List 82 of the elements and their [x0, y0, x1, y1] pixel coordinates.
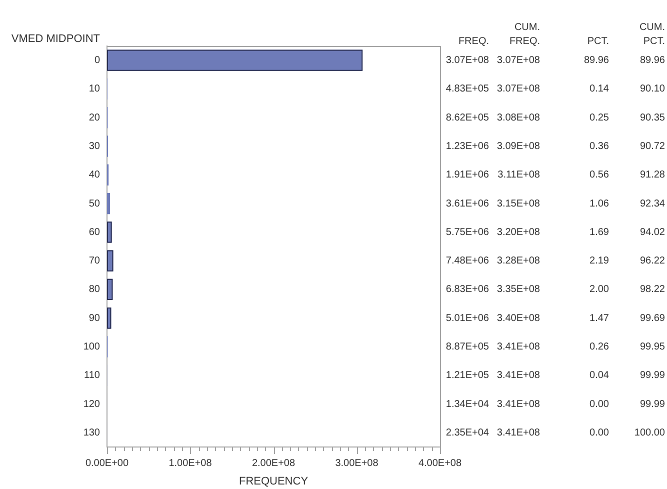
text: 99.95	[640, 342, 666, 352]
text: 91.28	[640, 170, 666, 181]
y-axis-title: VMED MIDPOINT	[11, 33, 100, 46]
y-tick-label: 110	[84, 370, 100, 382]
text: 100.00	[634, 427, 666, 438]
text: 3.41E+08	[496, 370, 540, 382]
text: 0.26	[590, 342, 610, 352]
text: 3.28E+08	[496, 256, 540, 267]
data-label: 3.07E+08	[446, 55, 490, 66]
text: 90.35	[640, 112, 666, 124]
bar	[107, 192, 110, 214]
text: 3.41E+08	[496, 342, 540, 352]
text: 99.99	[640, 398, 666, 410]
text: 0.00	[590, 427, 610, 438]
text: 3.09E+08	[496, 141, 540, 152]
y-tick-label: 100	[83, 342, 100, 352]
y-tick-label: 50	[88, 198, 100, 210]
text: 2.00	[590, 284, 610, 296]
data-label: 1.21E+05	[446, 370, 490, 382]
x-tick-label: 1.00E+08	[168, 458, 212, 469]
text: 1.06	[590, 198, 610, 210]
text: 0.56	[590, 170, 610, 181]
text: 90.72	[640, 141, 666, 152]
text: PCT.	[587, 36, 609, 47]
data-label: 1.34E+04	[446, 398, 490, 410]
data-label: 5.01E+06	[446, 312, 490, 324]
text: 1.69	[590, 226, 610, 238]
text: 3.35E+08	[496, 284, 540, 296]
text: 3.07E+08	[496, 55, 540, 66]
text: 3.40E+08	[496, 312, 540, 324]
text: 3.07E+08	[496, 84, 540, 95]
text: FREQ.	[458, 36, 489, 47]
text: 92.34	[640, 198, 666, 210]
text: 2.19	[590, 256, 610, 267]
text: CUM. PCT.	[639, 22, 665, 47]
text: 3.11E+08	[498, 170, 540, 181]
y-tick-label: 90	[88, 312, 100, 324]
text: CUM. FREQ.	[509, 22, 540, 47]
text: 90.10	[640, 84, 666, 95]
x-tick-label: 3.00E+08	[335, 458, 379, 469]
text: 1.47	[590, 312, 610, 324]
text: 3.15E+08	[496, 198, 540, 210]
data-label: 5.75E+06	[446, 226, 490, 238]
x-tick-label: 0.00E+00	[85, 458, 129, 469]
data-label: 7.48E+06	[446, 256, 490, 267]
text: 99.99	[640, 370, 666, 382]
data-label: 6.83E+06	[446, 284, 490, 296]
text: 3.08E+08	[496, 112, 540, 124]
y-tick-label: 0	[94, 55, 100, 66]
text: 89.96	[640, 55, 666, 66]
data-label: 3.61E+06	[446, 198, 490, 210]
text: 0.25	[590, 112, 610, 124]
data-label: 8.87E+05	[446, 342, 490, 352]
text: 0.04	[590, 370, 610, 382]
y-tick-label: 130	[83, 427, 100, 438]
y-tick-label: 120	[83, 398, 100, 410]
x-tick-label: 4.00E+08	[418, 458, 462, 469]
text: 3.41E+08	[496, 427, 540, 438]
y-tick-label: 10	[88, 84, 100, 95]
text: 0.14	[590, 84, 610, 95]
y-tick-label: 70	[88, 256, 100, 267]
data-label: 1.23E+06	[446, 141, 490, 152]
y-tick-label: 40	[88, 170, 100, 181]
text: 3.20E+08	[496, 226, 540, 238]
data-label: 8.62E+05	[446, 112, 490, 124]
data-label: 2.35E+04	[446, 427, 490, 438]
y-tick-label: 30	[88, 141, 100, 152]
y-tick-label: 80	[88, 284, 100, 296]
data-label: 4.83E+05	[446, 84, 490, 95]
x-axis-title: FREQUENCY	[238, 475, 309, 488]
text: 0.36	[590, 141, 610, 152]
y-tick-label: 20	[88, 112, 100, 124]
y-tick-label: 60	[88, 226, 100, 238]
data-label: 1.91E+06	[446, 170, 490, 181]
text: 94.02	[640, 226, 666, 238]
text: 96.22	[640, 256, 666, 267]
x-tick-label: 2.00E+08	[252, 458, 296, 469]
text: 89.96	[584, 55, 610, 66]
text: 98.22	[640, 284, 666, 296]
text: 3.41E+08	[496, 398, 540, 410]
text: 99.69	[640, 312, 666, 324]
text: 0.00	[590, 398, 610, 410]
